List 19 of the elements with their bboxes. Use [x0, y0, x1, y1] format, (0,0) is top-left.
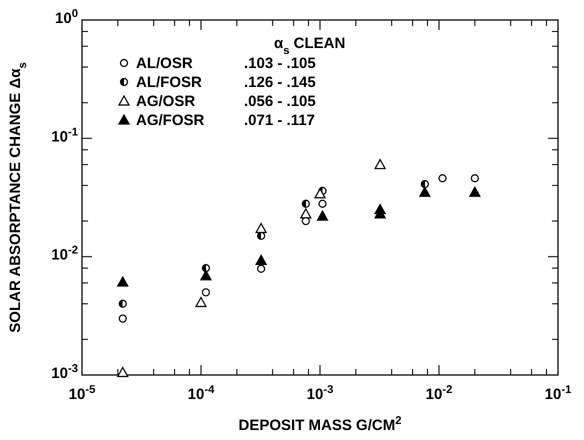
x-tick-label: 10$^{-4}$ — [188, 384, 216, 403]
y-tick-label: 10$^{-2}$ — [51, 244, 78, 264]
y-tick-label: 10$^{-3}$ — [51, 363, 78, 382]
x-axis-title: DEPOSIT MASS G/CM$^{2}$ — [238, 415, 402, 434]
legend-label: AL/OSR — [136, 55, 193, 72]
legend-label: AL/FOSR — [136, 74, 202, 91]
x-tick-label: 10$^{-3}$ — [306, 384, 334, 403]
x-tick-label: 10$^{-5}$ — [68, 384, 96, 403]
annotation: .071 - .117 — [244, 112, 315, 129]
annotation: .126 - .145 — [244, 74, 316, 91]
x-tick-label: 10$^{-1}$ — [544, 384, 572, 403]
y-tick-label: 10$^{0}$ — [55, 8, 78, 27]
x-tick-label: 10$^{-2}$ — [426, 384, 452, 403]
legend-title: α$_{s}$ CLEAN — [274, 35, 346, 57]
annotation: .103 - .105 — [244, 55, 316, 72]
legend-label: AG/FOSR — [136, 112, 204, 129]
legend-label: AG/OSR — [136, 93, 196, 110]
annotation: .056 - .105 — [244, 93, 316, 110]
y-tick-label: 10$^{-1}$ — [51, 126, 78, 146]
